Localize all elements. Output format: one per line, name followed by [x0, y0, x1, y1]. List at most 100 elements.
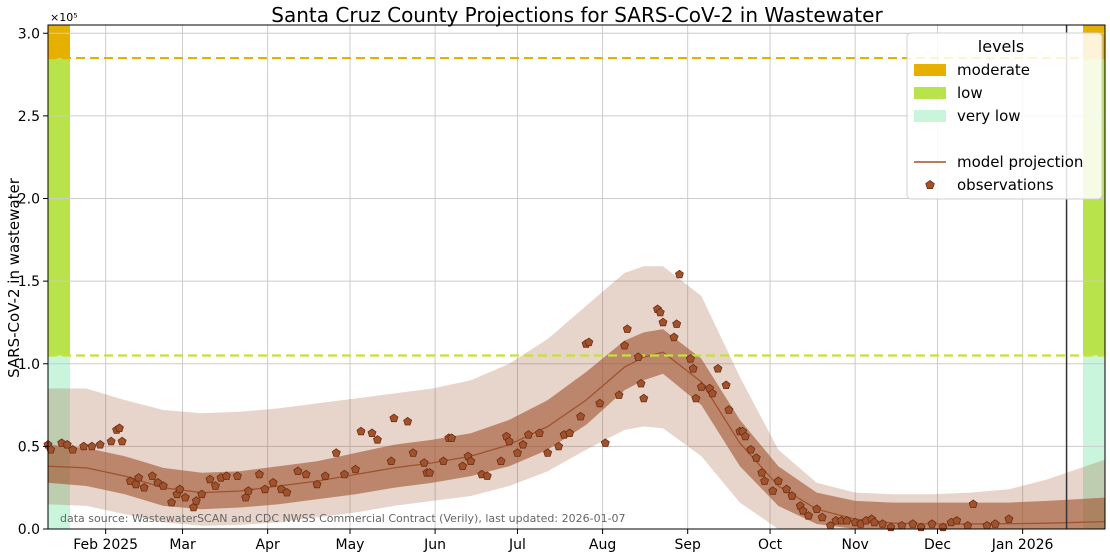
observation-point [340, 469, 349, 479]
observation-point [952, 516, 962, 525]
y-tick-label: 0.0 [18, 522, 40, 538]
observation-point [524, 430, 533, 439]
observation-point [222, 471, 231, 480]
observation-point [518, 440, 528, 449]
x-tick-label: Nov [841, 537, 868, 553]
x-tick-label: Aug [589, 537, 616, 553]
y-tick-label: 1.5 [18, 274, 40, 290]
observation-point [554, 441, 564, 451]
observation-point [301, 469, 311, 479]
observation-point [543, 448, 553, 457]
observation-point [614, 390, 624, 399]
x-tick-label: May [336, 537, 365, 553]
observation-point [669, 332, 679, 342]
observation-point [787, 491, 797, 500]
observation-point [87, 441, 97, 451]
observation-point [268, 478, 278, 487]
observation-point [373, 435, 382, 444]
x-tick-label: Dec [924, 537, 951, 553]
observation-point [367, 428, 377, 438]
observation-point [320, 471, 330, 480]
observation-point [482, 471, 492, 480]
observation-point [768, 486, 778, 495]
observation-point [189, 502, 198, 512]
observation-point [504, 436, 514, 446]
observation-point [1004, 514, 1014, 523]
x-tick-label: Jul [508, 537, 526, 553]
observation-point [293, 466, 303, 476]
legend-swatch-low [914, 87, 946, 99]
observation-point [713, 364, 723, 373]
y-tick-label: 2.0 [18, 192, 40, 208]
observation-point [869, 517, 879, 527]
observation-point [496, 456, 506, 466]
legend-label: observations [957, 176, 1054, 194]
observation-point [68, 445, 78, 454]
observation-point [458, 461, 468, 471]
observation-point [595, 398, 605, 408]
observation-point [757, 468, 767, 477]
observation-point [134, 473, 144, 482]
observation-point [167, 497, 176, 507]
observation-point [254, 469, 264, 479]
observation-point [696, 382, 706, 391]
y-tick-label: 2.5 [18, 109, 40, 125]
observation-point [565, 428, 575, 438]
observation-point [639, 393, 649, 403]
observation-point [817, 512, 827, 522]
level-band-right-very-low [1083, 355, 1105, 529]
observation-point [425, 468, 435, 477]
inner-interval-band [48, 329, 1105, 529]
x-tick-label: Jun [423, 537, 446, 553]
observation-point [655, 307, 665, 317]
observation-point [79, 441, 89, 451]
level-band-left-low [48, 58, 70, 356]
observation-point [447, 433, 457, 442]
x-tick-label: Jan 2026 [991, 537, 1054, 553]
observation-point [241, 492, 251, 502]
observation-point [95, 440, 105, 449]
observation-point [990, 519, 1000, 528]
observation-point [260, 484, 270, 494]
observation-point [356, 426, 366, 436]
y-tick-label: 3.0 [18, 26, 40, 42]
observation-point [106, 436, 116, 446]
y-scale-label: ×10⁵ [50, 11, 78, 24]
observation-point [191, 496, 201, 505]
legend-label: very low [957, 107, 1021, 125]
observation-point [842, 516, 852, 525]
observation-point [804, 511, 813, 520]
legend-title: levels [978, 37, 1024, 56]
observation-point [62, 440, 72, 449]
observation-point [403, 416, 413, 426]
observation-point [636, 378, 646, 388]
observation-point [386, 456, 396, 466]
observation-point [798, 506, 808, 515]
source-note: data source: WastewaterSCAN and CDC NWSS… [60, 512, 626, 525]
observation-point [724, 405, 734, 414]
observation-point [878, 519, 888, 528]
observation-point [740, 431, 750, 441]
observation-point [691, 393, 701, 403]
observation-point [331, 448, 341, 457]
y-tick-label: 1.0 [18, 357, 40, 373]
observation-point [622, 324, 632, 333]
x-tick-label: Apr [256, 537, 280, 553]
legend: levels moderate low very low model projectio… [906, 32, 1103, 200]
observation-point [466, 456, 476, 466]
observation-point [131, 479, 141, 489]
observation-point [211, 481, 220, 490]
observation-point [139, 483, 149, 492]
observation-point [620, 340, 629, 350]
observation-point [760, 476, 770, 485]
model-projection-line [47, 351, 1106, 525]
observation-point [158, 481, 168, 490]
y-tick-label: 0.5 [18, 439, 40, 455]
axes-frame [47, 24, 1106, 530]
observation-point [672, 319, 682, 328]
y-axis-label: SARS-CoV-2 in wastewater [5, 177, 23, 378]
observation-point [675, 269, 684, 279]
observation-point [633, 352, 643, 361]
x-tick-label: Sep [674, 537, 701, 553]
observation-point [707, 388, 717, 398]
